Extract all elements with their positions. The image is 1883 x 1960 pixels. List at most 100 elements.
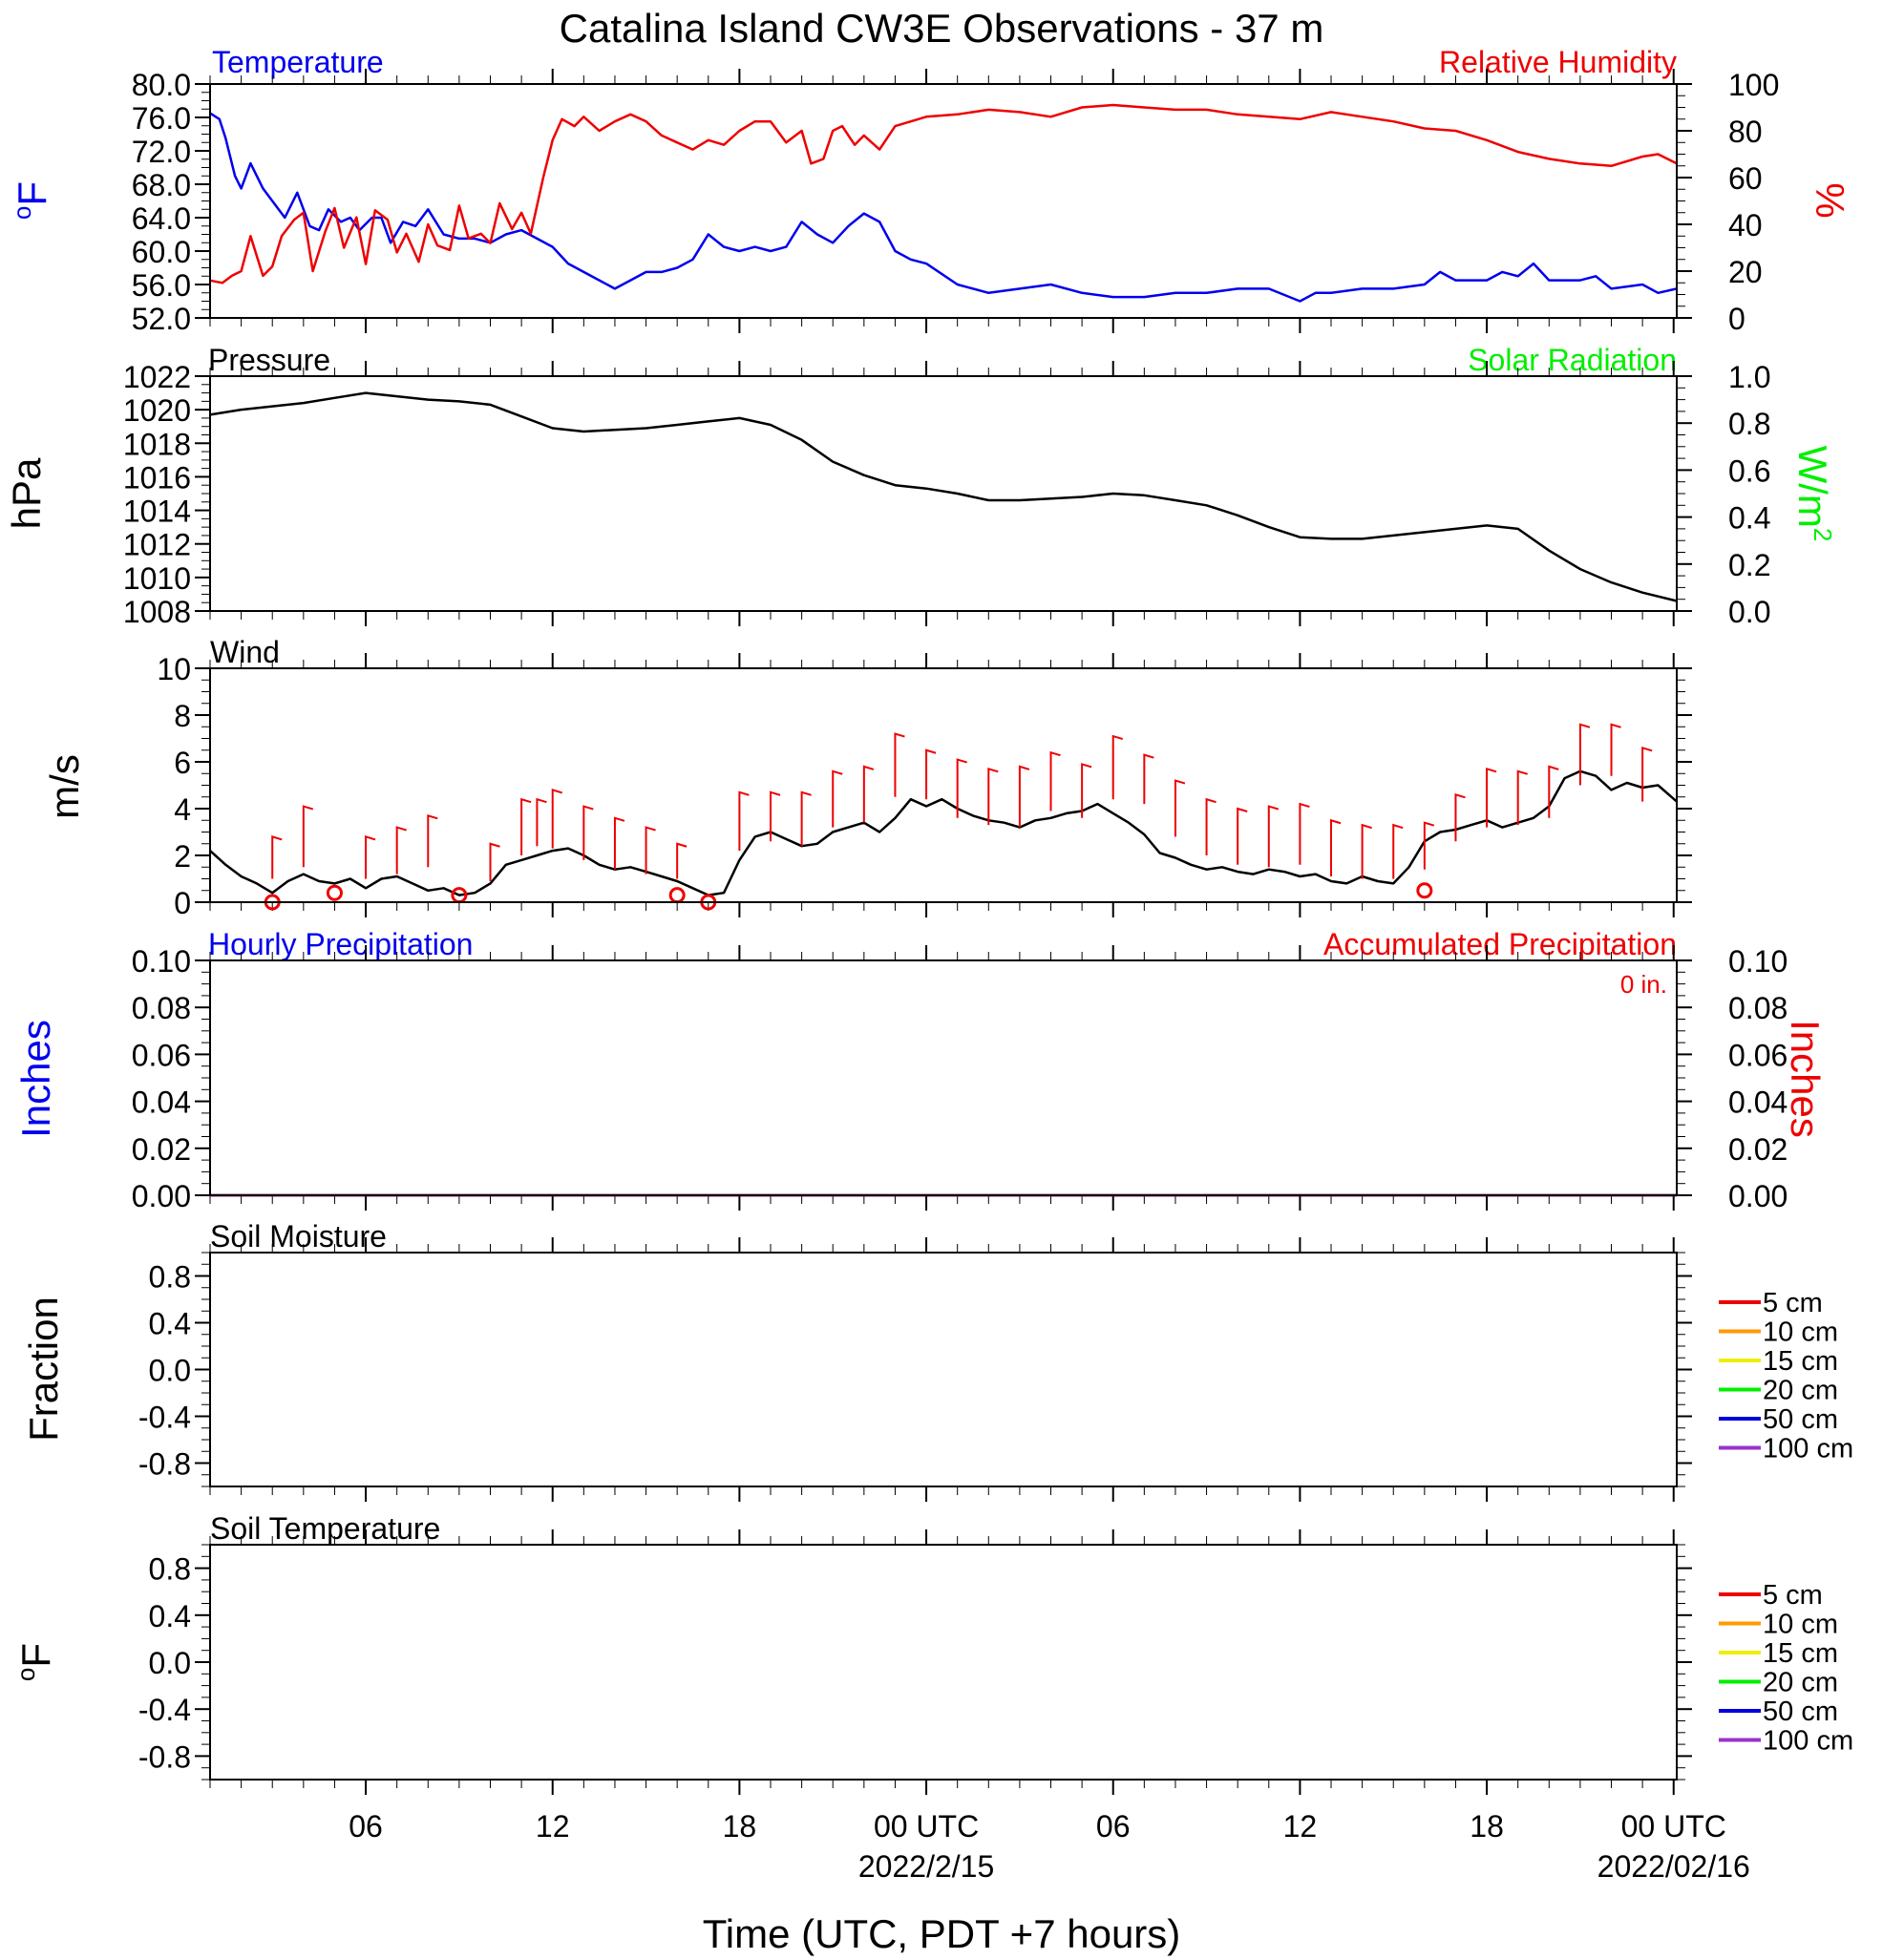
wind-barb bbox=[1143, 753, 1154, 805]
wind-unit: m/s bbox=[42, 754, 87, 819]
y-tick-label: 0.04 bbox=[132, 1085, 191, 1120]
y-tick-label: 1022 bbox=[123, 360, 191, 394]
x-tick-label: 18 bbox=[723, 1809, 757, 1844]
legend-label: 100 cm bbox=[1763, 1434, 1853, 1465]
y-tick-label: -0.8 bbox=[138, 1739, 191, 1774]
x-tick-date-label: 2022/02/16 bbox=[1597, 1849, 1750, 1884]
y-right-tick-label: 0.02 bbox=[1728, 1132, 1788, 1167]
wind-barb bbox=[1548, 765, 1559, 818]
pressure-unit: hPa bbox=[4, 457, 49, 529]
y-tick-label: 72.0 bbox=[132, 135, 191, 169]
y-right-tick-label: 0.8 bbox=[1728, 407, 1770, 441]
y-tick-label: 1010 bbox=[123, 561, 191, 596]
wind-barb bbox=[1299, 802, 1310, 865]
wind-barb bbox=[1486, 768, 1497, 828]
x-tick-label: 00 UTC bbox=[874, 1809, 979, 1844]
y-tick-label: 68.0 bbox=[132, 168, 191, 202]
soil-moisture-unit: Fraction bbox=[21, 1296, 66, 1442]
wind-barb bbox=[1578, 723, 1591, 786]
wind-barb bbox=[1018, 765, 1030, 828]
x-tick-label: 06 bbox=[1096, 1809, 1131, 1844]
wind-barb bbox=[800, 790, 812, 847]
precip-plot-frame bbox=[209, 959, 1678, 1196]
y-right-tick-label: 0.06 bbox=[1728, 1038, 1788, 1072]
x-tick-label: 12 bbox=[1283, 1809, 1318, 1844]
wind-barb bbox=[1516, 769, 1528, 826]
y-tick-label: -0.8 bbox=[138, 1447, 191, 1482]
wind-barb bbox=[1111, 734, 1124, 800]
wind-barb bbox=[536, 797, 547, 847]
pressure-title: Pressure bbox=[208, 343, 330, 377]
series-line bbox=[209, 112, 1678, 303]
wind-barb bbox=[1361, 823, 1372, 879]
wind-barb bbox=[894, 732, 905, 797]
y-tick-label: 1020 bbox=[123, 393, 191, 428]
wind-barb bbox=[1237, 807, 1248, 865]
wind-barb bbox=[551, 789, 563, 849]
y-tick-label: 0.8 bbox=[149, 1552, 191, 1587]
y-right-tick-label: 80 bbox=[1728, 115, 1763, 149]
x-tick-label: 00 UTC bbox=[1621, 1809, 1726, 1844]
legend-label: 5 cm bbox=[1763, 1288, 1823, 1318]
y-right-tick-label: 0.2 bbox=[1728, 548, 1770, 582]
x-tick-label: 06 bbox=[349, 1809, 383, 1844]
wind-barb bbox=[1454, 792, 1466, 842]
y-tick-label: 0 bbox=[174, 886, 191, 920]
wind-barb bbox=[1641, 746, 1653, 802]
precip-axes: 0.10 0.08 0.06 0.04 0.02 0.00 0.10 0.08 0.06 0.04… bbox=[132, 944, 1788, 1213]
wind-barb bbox=[395, 826, 407, 875]
wind-barb bbox=[1267, 805, 1280, 868]
y-tick-label: 8 bbox=[174, 699, 191, 733]
y-tick-label: 1012 bbox=[123, 528, 191, 562]
pressure-panel: Pressure Solar Radiation hPa W/m2 102210… bbox=[4, 343, 1837, 629]
wind-axes: 10 8 6 4 2 0 bbox=[157, 652, 1692, 920]
x-tick-label: 12 bbox=[536, 1809, 570, 1844]
y-tick-label: 0.8 bbox=[149, 1260, 191, 1295]
wind-title: Wind bbox=[210, 635, 280, 669]
y-right-tick-label: 0.4 bbox=[1728, 501, 1770, 536]
accum-precip-title: Accumulated Precipitation bbox=[1323, 927, 1677, 961]
wind-barb bbox=[582, 805, 594, 860]
wind-barb bbox=[1049, 750, 1061, 811]
wind-barb bbox=[1423, 821, 1435, 870]
wind-barb bbox=[302, 805, 314, 868]
y-right-tick-label: 20 bbox=[1728, 255, 1763, 289]
wind-barb bbox=[427, 814, 438, 868]
accum-precip-value: 0 in. bbox=[1620, 970, 1667, 999]
legend-label: 50 cm bbox=[1763, 1404, 1838, 1435]
series-line bbox=[209, 103, 1678, 285]
y-tick-label: 0.10 bbox=[132, 944, 191, 979]
y-tick-label: 6 bbox=[174, 746, 191, 780]
chart-title: Catalina Island CW3E Observations - 37 m bbox=[560, 6, 1324, 51]
svg-text:oF: oF bbox=[8, 181, 54, 220]
rh-title: Relative Humidity bbox=[1439, 45, 1677, 79]
y-tick-label: 52.0 bbox=[132, 302, 191, 336]
svg-text:oF: oF bbox=[11, 1643, 58, 1681]
y-right-tick-label: 0.0 bbox=[1728, 595, 1770, 629]
accum-precip-unit: Inches bbox=[1783, 1020, 1828, 1138]
wind-barb bbox=[1205, 797, 1217, 855]
hourly-precip-unit: Inches bbox=[13, 1020, 58, 1138]
y-tick-label: 0.0 bbox=[149, 1646, 191, 1680]
temperature-plot-frame bbox=[209, 83, 1678, 319]
y-tick-label: 0.08 bbox=[132, 991, 191, 1025]
soil-temperature-unit: oF bbox=[11, 1643, 58, 1681]
wind-barb bbox=[956, 758, 967, 818]
wind-barb bbox=[365, 835, 376, 879]
pressure-plot-frame bbox=[209, 375, 1678, 612]
solar-unit: W/m2 bbox=[1790, 446, 1837, 542]
legend-label: 5 cm bbox=[1763, 1580, 1823, 1611]
y-tick-label: 2 bbox=[174, 839, 191, 874]
soil-temperature-panel: Soil Temperature oF 0.8 0.4 0.0 -0.4 -0.8 5 … bbox=[11, 1511, 1853, 1795]
wind-barb bbox=[1081, 763, 1092, 818]
wind-barb bbox=[271, 835, 283, 879]
wind-barb bbox=[1174, 779, 1186, 837]
soil-moisture-plot-frame bbox=[209, 1252, 1678, 1487]
y-right-tick-label: 0.00 bbox=[1728, 1179, 1788, 1213]
wind-barb bbox=[520, 797, 532, 855]
temperature-unit: oF bbox=[8, 181, 54, 220]
y-right-tick-label: 60 bbox=[1728, 161, 1763, 196]
y-right-tick-label: 0.08 bbox=[1728, 991, 1788, 1025]
